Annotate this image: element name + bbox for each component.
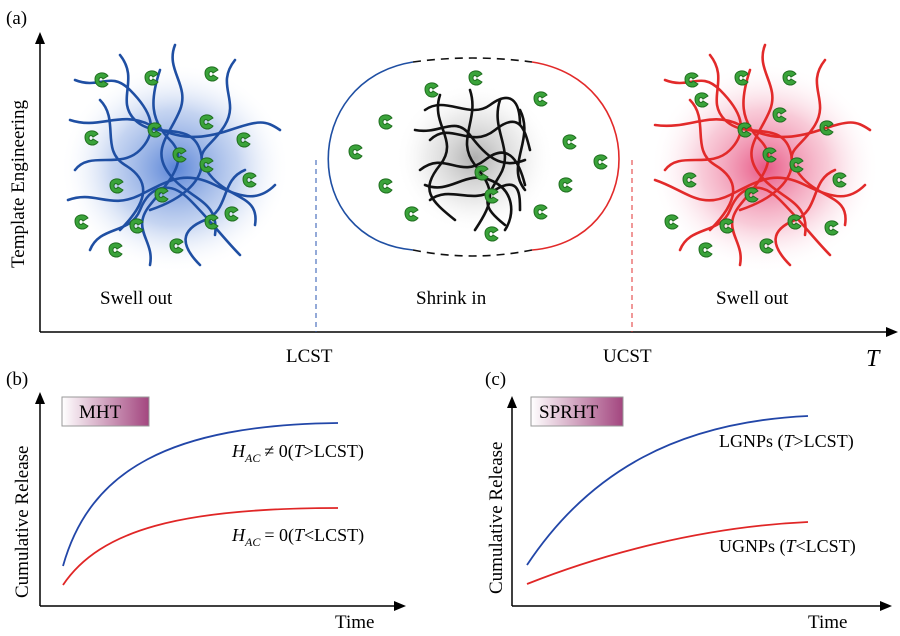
panel-a-label: (a) (6, 8, 27, 29)
tick-ucst: UCST (603, 346, 652, 367)
panel-c-curve-high-label: LGNPs (T>LCST) (719, 431, 854, 452)
panel-b-curve-high (62, 422, 339, 567)
panel-b-curve-low (62, 507, 339, 586)
panel-c-label: (c) (485, 369, 506, 390)
panel-b-x-axis-title: Time (335, 612, 374, 633)
panel-c-curve-high (526, 415, 809, 566)
panel-c-legend-text: SPRHT (539, 402, 599, 423)
panel-a-x-axis-symbol: T (866, 346, 881, 372)
collapsed-network-mid-temp (348, 70, 608, 242)
panel-c-y-axis-title: Cumulative Release (486, 442, 507, 594)
panel-b-label: (b) (6, 369, 28, 390)
panel-a: (a) Template Engineering T LCST UCST (6, 8, 898, 372)
panel-c: (c) Cumulative Release Time SPRHT LGNPs … (485, 369, 892, 633)
panel-c-x-axis-arrow (880, 601, 892, 611)
state-label-swell-high: Swell out (716, 288, 789, 309)
state-label-shrink: Shrink in (416, 288, 487, 309)
panel-a-x-axis-arrow (886, 327, 898, 337)
state-label-swell-low: Swell out (100, 288, 173, 309)
panel-b-curve-low-label: HAC = 0(T<LCST) (231, 525, 364, 549)
panel-a-y-axis-title: Template Engineering (8, 99, 29, 268)
panel-c-y-axis-arrow (507, 396, 517, 408)
swollen-network-high-temp (650, 43, 880, 273)
tick-lcst: LCST (286, 346, 333, 367)
panel-b-y-axis-arrow (35, 392, 45, 404)
panel-a-y-axis-arrow (35, 32, 45, 44)
panel-c-curve-low (526, 521, 809, 585)
panel-b: (b) Cumulative Release Time MHT HAC ≠ 0(T… (6, 369, 406, 633)
panel-c-legend-box (530, 396, 624, 427)
panel-c-x-axis-title: Time (808, 612, 847, 633)
panel-b-legend-box (61, 396, 150, 427)
panel-b-x-axis-arrow (394, 601, 406, 611)
panel-b-y-axis-title: Cumulative Release (12, 446, 33, 598)
panel-b-curve-high-label: HAC ≠ 0(T>LCST) (231, 441, 364, 465)
panel-c-curve-low-label: UGNPs (T<LCST) (719, 536, 856, 557)
swollen-network-low-temp (60, 43, 290, 273)
phase-ellipse (327, 57, 620, 257)
panel-b-legend-text: MHT (79, 402, 122, 423)
